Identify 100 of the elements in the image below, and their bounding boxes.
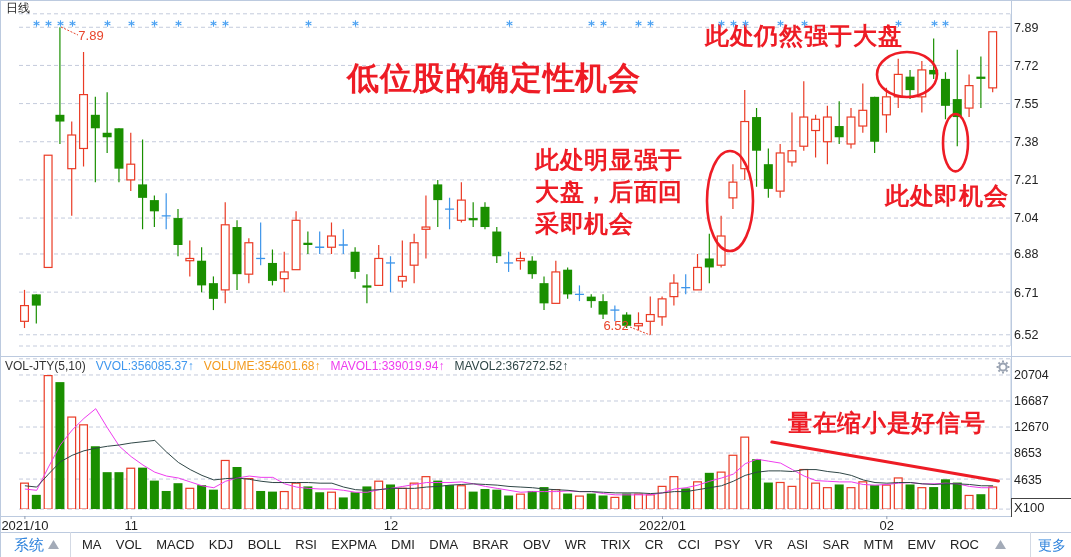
candlestick: [102, 91, 112, 154]
candlestick: [409, 233, 419, 284]
candlestick: [338, 228, 349, 255]
y-tick-label: 12670: [1014, 420, 1049, 435]
candlestick: [645, 296, 655, 336]
text: EMV: [907, 536, 936, 554]
bar: [563, 493, 573, 510]
text: MAVOL2:367272.52↑: [454, 359, 569, 373]
candlestick: [421, 195, 431, 260]
bar: [669, 476, 679, 510]
candlestick: [657, 296, 667, 327]
text: KDJ: [208, 536, 234, 554]
candlestick: [693, 253, 703, 291]
candlestick: [669, 273, 679, 307]
candlestick: [811, 114, 821, 159]
bar: [527, 490, 537, 510]
y-axis-title: X100: [1014, 500, 1045, 515]
bar: [610, 496, 620, 510]
candlestick: [976, 55, 986, 109]
candlestick: [704, 233, 714, 284]
bar: [716, 471, 726, 510]
candlestick: [834, 100, 844, 145]
candlestick: [527, 255, 537, 280]
bar: [67, 416, 77, 510]
bar: [681, 488, 691, 510]
candlestick: [138, 138, 148, 230]
bar: [374, 480, 384, 510]
candlestick: [456, 181, 466, 224]
bar: [220, 459, 230, 510]
bar: [752, 459, 762, 510]
candlestick: [728, 163, 738, 210]
bar: [173, 483, 183, 510]
text: 更多: [1038, 537, 1066, 553]
bar: [834, 484, 844, 510]
bar: [657, 485, 667, 510]
text: CCI: [677, 536, 701, 554]
candlestick: [350, 246, 360, 280]
y-tick-label: 6.71: [1014, 285, 1039, 300]
annotation: 量在缩小是好信号: [788, 409, 986, 437]
bar: [645, 494, 655, 510]
annotation: 此处明显强于大盘，后面回采即机会: [535, 146, 684, 238]
candlestick: [31, 293, 41, 325]
bar: [185, 487, 195, 510]
candlestick: [90, 96, 100, 183]
bar: [445, 485, 455, 510]
y-tick-label: 8653: [1014, 446, 1042, 461]
x-tick-label: 11: [124, 518, 138, 534]
y-tick-label: 7.72: [1014, 58, 1039, 73]
candlestick: [905, 69, 915, 100]
bar: [940, 479, 950, 510]
bar: [350, 492, 360, 510]
bar: [811, 482, 821, 510]
y-tick-label: 7.04: [1014, 211, 1039, 226]
x-tick-label: 2021/10: [1, 518, 49, 534]
candlestick: [185, 239, 195, 278]
annotation: VOLUME:354601.68↑: [203, 359, 321, 373]
bar: [988, 486, 998, 510]
bar: [279, 490, 289, 510]
bar: [574, 495, 584, 510]
x-tick-label: 2022/01: [638, 518, 686, 534]
candlestick: [149, 195, 159, 228]
candlestick: [433, 179, 443, 228]
candlestick: [503, 251, 514, 273]
bar: [114, 472, 124, 510]
candlestick: [480, 201, 490, 230]
text: OBV: [522, 536, 551, 554]
bar: [397, 487, 407, 510]
candlestick: [609, 305, 621, 322]
bar: [586, 493, 596, 510]
annotation: VVOL:356085.37↑: [95, 359, 194, 373]
candlestick: [598, 293, 608, 320]
bar: [303, 486, 313, 510]
candlestick: [444, 197, 455, 230]
text: ASI: [787, 536, 809, 554]
bar: [161, 490, 171, 510]
line-series: [24, 439, 994, 495]
y-tick-label: 7.89: [1014, 20, 1039, 35]
bar: [622, 493, 632, 510]
candlestick: [893, 58, 903, 109]
text: TRIX: [600, 536, 631, 554]
text: DMI: [391, 536, 415, 554]
bar: [102, 472, 112, 510]
text: MACD: [156, 536, 195, 554]
bar: [55, 382, 65, 510]
text: BRAR: [472, 536, 509, 554]
bar: [31, 494, 41, 510]
candlestick: [362, 273, 372, 304]
bar: [799, 468, 809, 510]
candlestick: [858, 82, 868, 134]
candlestick: [468, 201, 478, 228]
candlestick: [881, 87, 891, 134]
bar: [893, 477, 903, 510]
y-tick-label: 7.21: [1014, 173, 1039, 188]
text: 系统: [14, 536, 44, 554]
annotation: 6.52: [603, 317, 629, 333]
bar: [456, 485, 466, 510]
y-tick-label: 20704: [1014, 368, 1049, 383]
bar: [917, 487, 927, 510]
text: 低位股的确定性机会: [347, 59, 641, 97]
annotation: 7.89: [78, 28, 104, 44]
